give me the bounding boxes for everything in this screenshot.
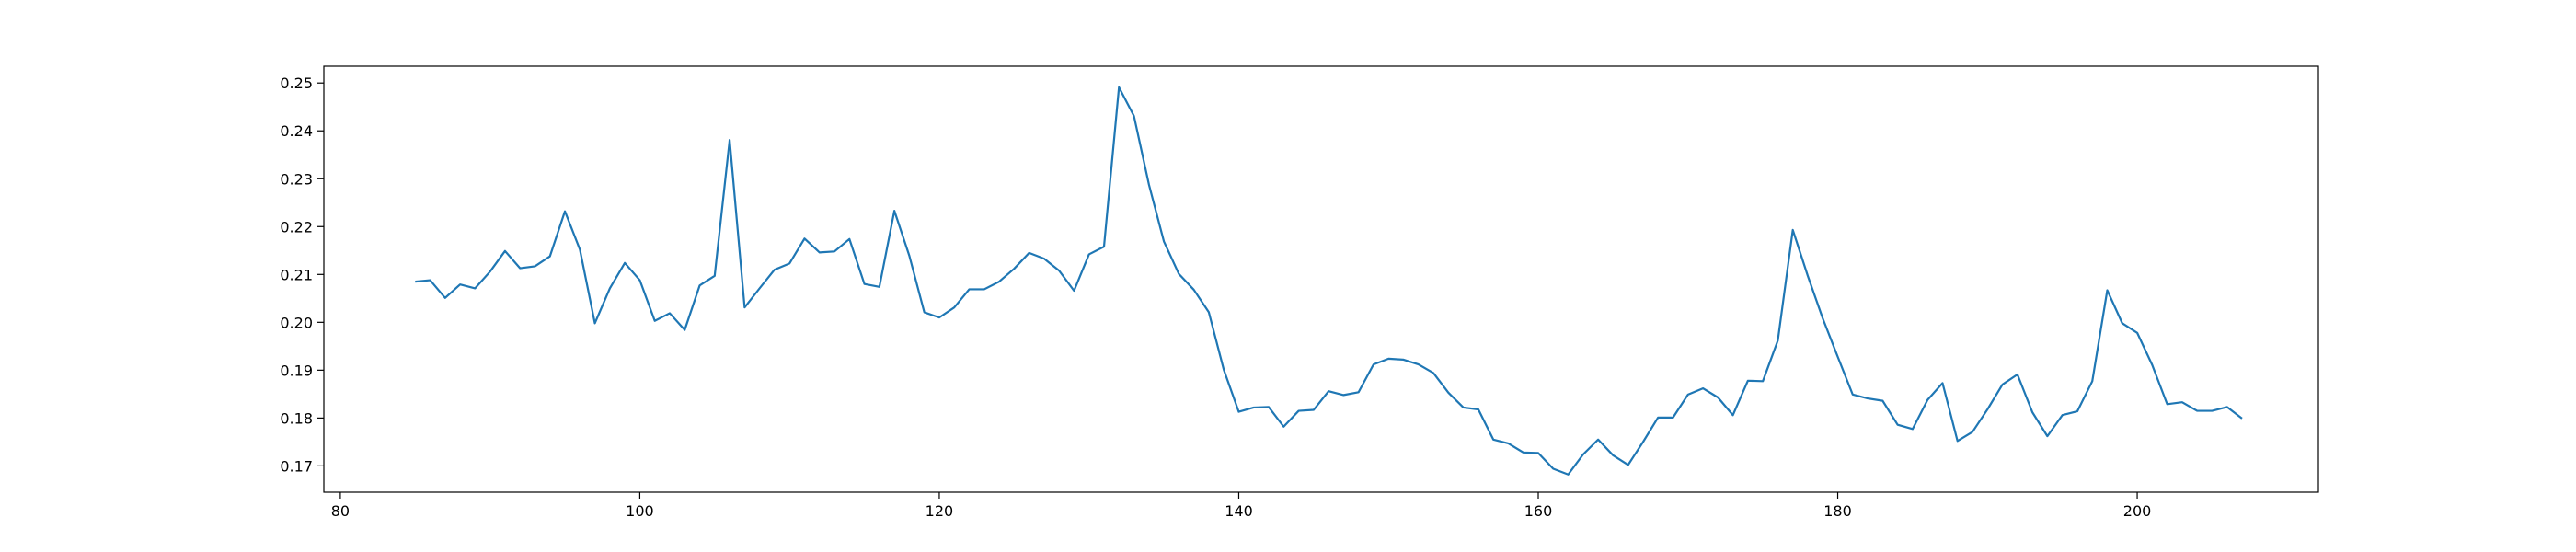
y-tick-label: 0.18 <box>280 409 313 427</box>
y-tick-label: 0.17 <box>280 457 313 475</box>
plot-area <box>415 86 2243 476</box>
y-tick-label: 0.22 <box>280 218 313 236</box>
y-tick-label: 0.23 <box>280 170 313 188</box>
y-tick-label: 0.19 <box>280 362 313 379</box>
y-tick-label: 0.24 <box>280 122 313 140</box>
y-tick-label: 0.25 <box>280 75 313 92</box>
x-tick-label: 120 <box>926 502 954 520</box>
x-tick-label: 100 <box>626 502 654 520</box>
x-tick-label: 200 <box>2123 502 2152 520</box>
x-tick-label: 180 <box>1823 502 1852 520</box>
series-line-0 <box>415 86 2243 476</box>
x-axis: 80 100 120 140 160 180 200 <box>331 492 2152 520</box>
x-tick-label: 140 <box>1225 502 1253 520</box>
x-tick-label: 160 <box>1524 502 1553 520</box>
axes-frame <box>323 65 2319 493</box>
x-tick-label: 80 <box>331 502 350 520</box>
y-tick-label: 0.21 <box>280 266 313 283</box>
y-axis: 0.17 0.18 0.19 0.20 0.21 0.22 0.23 0.24 0.25 <box>280 75 324 475</box>
y-tick-label: 0.20 <box>280 314 313 331</box>
